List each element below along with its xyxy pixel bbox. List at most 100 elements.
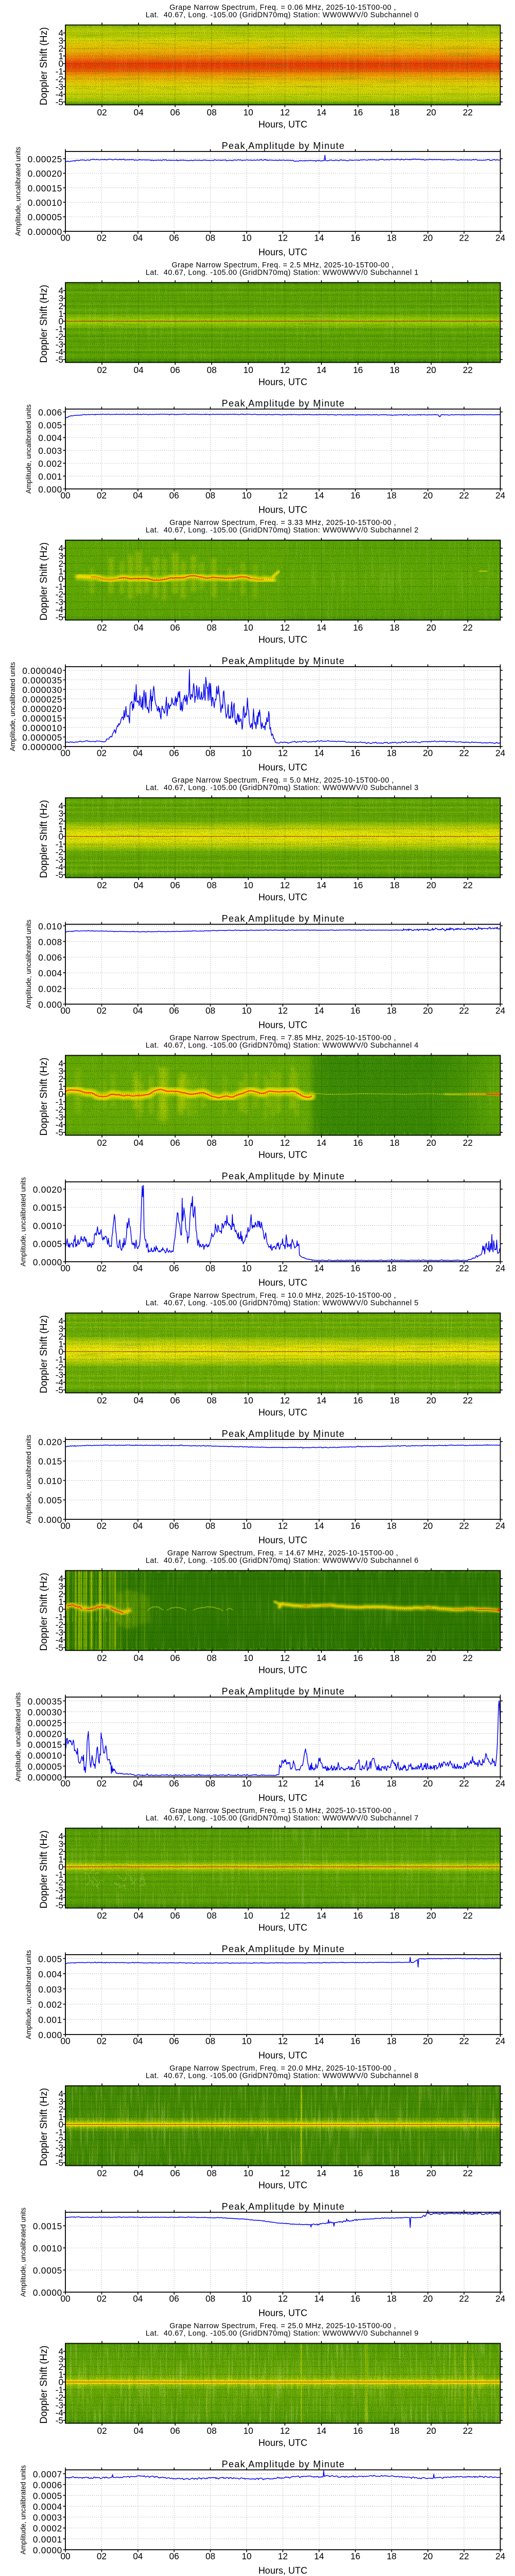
svg-text:0.002: 0.002 [38,459,62,469]
svg-text:06: 06 [170,2168,180,2178]
svg-text:10: 10 [244,107,253,117]
svg-text:Amplitude, uncalibrated units: Amplitude, uncalibrated units [14,147,22,236]
svg-text:14: 14 [314,2294,324,2304]
svg-text:3: 3 [58,293,63,303]
svg-text:16: 16 [350,1778,360,1789]
svg-text:Doppler Shift (Hz): Doppler Shift (Hz) [39,2346,49,2424]
svg-text:02: 02 [97,233,107,243]
svg-text:08: 08 [205,1006,215,1016]
svg-text:16: 16 [353,107,363,117]
svg-text:14: 14 [317,365,327,375]
svg-text:02: 02 [97,365,107,375]
svg-text:18: 18 [390,1395,400,1405]
svg-text:0.00015: 0.00015 [28,1740,62,1750]
svg-text:0.003: 0.003 [38,446,62,456]
svg-text:Hours, UTC: Hours, UTC [259,2180,307,2190]
svg-text:Hours, UTC: Hours, UTC [259,2566,307,2576]
svg-text:06: 06 [169,2036,179,2046]
svg-text:14: 14 [314,1006,324,1016]
svg-text:22: 22 [459,490,469,501]
svg-text:02: 02 [97,490,107,501]
svg-text:3: 3 [58,551,63,561]
svg-text:0.000005: 0.000005 [22,732,62,742]
svg-text:08: 08 [207,1395,217,1405]
svg-text:08: 08 [207,1910,217,1921]
svg-text:Hours, UTC: Hours, UTC [259,119,307,129]
svg-text:24: 24 [495,2294,506,2304]
svg-text:-4: -4 [56,604,64,615]
svg-text:0.00020: 0.00020 [28,1729,62,1739]
svg-text:-5: -5 [56,97,63,107]
svg-text:-4: -4 [56,2150,64,2160]
svg-text:10: 10 [242,1006,251,1016]
svg-text:0.005: 0.005 [38,1495,62,1505]
svg-text:10: 10 [244,2426,253,2436]
svg-text:02: 02 [97,622,107,633]
svg-text:0.00025: 0.00025 [28,1718,62,1728]
svg-text:16: 16 [353,365,363,375]
svg-text:0.0004: 0.0004 [33,2502,62,2512]
svg-text:Doppler Shift (Hz): Doppler Shift (Hz) [39,800,49,878]
svg-text:04: 04 [133,490,143,501]
svg-text:18: 18 [387,2294,397,2304]
svg-text:Peak Amplitude by Minute: Peak Amplitude by Minute [222,1171,345,1181]
svg-text:-2: -2 [56,331,63,342]
svg-text:12: 12 [278,490,288,501]
svg-text:Grape Narrow Spectrum, Freq. =: Grape Narrow Spectrum, Freq. = 5.0 MHz, … [171,776,394,785]
svg-text:Hours, UTC: Hours, UTC [259,505,307,515]
svg-text:-3: -3 [56,1112,63,1122]
svg-text:12: 12 [278,2036,288,2046]
svg-text:02: 02 [97,2426,107,2436]
svg-text:18: 18 [390,880,400,890]
svg-text:1: 1 [58,1854,63,1865]
svg-text:08: 08 [205,1778,215,1789]
svg-text:-1: -1 [56,1612,63,1622]
svg-text:Grape Narrow Spectrum, Freq. =: Grape Narrow Spectrum, Freq. = 3.33 MHz,… [169,519,396,527]
svg-text:04: 04 [133,748,143,758]
svg-text:08: 08 [207,1138,217,1148]
svg-text:1: 1 [58,1339,63,1349]
svg-text:Hours, UTC: Hours, UTC [259,377,307,387]
svg-text:0.00010: 0.00010 [28,198,62,208]
svg-text:02: 02 [97,2036,107,2046]
svg-text:0.0005: 0.0005 [33,2265,62,2276]
svg-text:2: 2 [58,2104,63,2114]
svg-text:0.0001: 0.0001 [33,2534,62,2545]
svg-text:08: 08 [205,2294,215,2304]
svg-text:12: 12 [280,880,290,890]
svg-text:22: 22 [463,1653,473,1663]
svg-text:Doppler Shift (Hz): Doppler Shift (Hz) [39,543,49,621]
svg-text:22: 22 [463,107,473,117]
svg-text:0: 0 [58,574,63,584]
svg-text:18: 18 [387,1263,397,1274]
svg-text:0.000010: 0.000010 [22,723,62,733]
svg-text:22: 22 [459,233,469,243]
svg-text:06: 06 [170,2426,180,2436]
svg-text:12: 12 [280,2168,290,2178]
svg-text:14: 14 [317,1138,327,1148]
svg-text:16: 16 [353,1138,363,1148]
svg-text:02: 02 [97,2551,107,2562]
svg-text:0: 0 [58,1604,63,1615]
svg-text:Doppler Shift (Hz): Doppler Shift (Hz) [39,27,49,106]
svg-text:16: 16 [353,622,363,633]
svg-text:Grape Narrow Spectrum, Freq. =: Grape Narrow Spectrum, Freq. = 14.67 MHz… [167,1549,399,1557]
svg-text:-4: -4 [56,347,64,357]
svg-text:24: 24 [495,748,506,758]
svg-text:0.00000: 0.00000 [28,1772,62,1783]
svg-text:3: 3 [58,1066,63,1076]
svg-text:04: 04 [134,1138,144,1148]
svg-text:04: 04 [134,622,144,633]
svg-text:18: 18 [387,233,397,243]
svg-text:Lat. 40.67, Long. -105.00 (Gr: Lat. 40.67, Long. -105.00 (GridDN70mq) S… [146,2072,419,2080]
svg-text:18: 18 [387,2551,397,2562]
svg-text:1: 1 [58,824,63,834]
svg-text:10: 10 [244,1395,253,1405]
svg-text:2: 2 [58,1331,63,1342]
svg-text:10: 10 [242,1778,251,1789]
svg-text:08: 08 [205,490,215,501]
svg-text:04: 04 [134,2168,144,2178]
svg-text:-1: -1 [56,1870,63,1880]
svg-text:06: 06 [170,365,180,375]
svg-text:20: 20 [423,748,433,758]
